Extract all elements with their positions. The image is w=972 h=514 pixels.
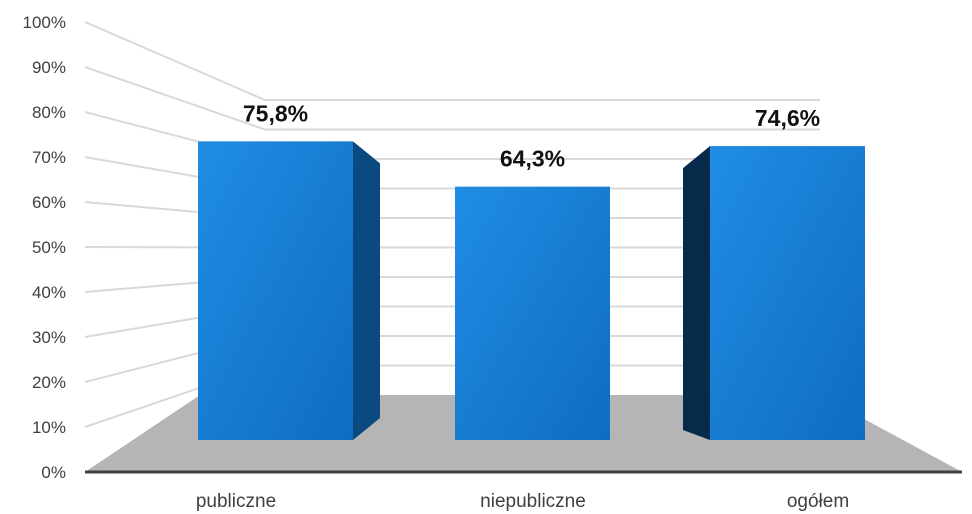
y-tick-label: 60%	[32, 193, 66, 212]
y-tick-label: 90%	[32, 58, 66, 77]
data-label: 64,3%	[500, 146, 565, 172]
y-tick-label: 100%	[23, 13, 66, 32]
bar-niepubliczne: 64,3%	[455, 146, 610, 440]
y-tick-label: 40%	[32, 283, 66, 302]
category-labels: publiczne niepubliczne ogółem	[196, 491, 849, 512]
bar-side	[353, 141, 380, 440]
y-axis-tick-labels: 0% 10% 20% 30% 40% 50% 60% 70% 80% 90% 100%	[23, 13, 66, 482]
bars: 75,8% 64,3% 74,6%	[198, 100, 865, 440]
category-label: ogółem	[787, 491, 849, 512]
y-tick-label: 20%	[32, 373, 66, 392]
y-tick-label: 0%	[41, 463, 66, 482]
y-tick-label: 80%	[32, 103, 66, 122]
bar-publiczne: 75,8%	[198, 100, 380, 440]
y-tick-label: 30%	[32, 328, 66, 347]
y-tick-label: 10%	[32, 418, 66, 437]
bar-front	[710, 146, 865, 440]
category-label: niepubliczne	[480, 491, 586, 512]
y-tick-label: 50%	[32, 238, 66, 257]
data-label: 74,6%	[755, 105, 820, 131]
bar-front	[198, 141, 353, 440]
gridline-side	[85, 22, 265, 100]
gridline-side	[85, 67, 265, 130]
bar-front	[455, 187, 610, 440]
data-label: 75,8%	[243, 100, 308, 126]
category-label: publiczne	[196, 491, 276, 512]
bar-ogółem: 74,6%	[683, 105, 865, 440]
bar-side	[683, 146, 710, 440]
y-tick-label: 70%	[32, 148, 66, 167]
